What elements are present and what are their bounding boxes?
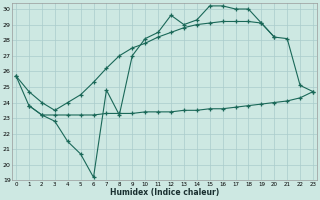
X-axis label: Humidex (Indice chaleur): Humidex (Indice chaleur)	[110, 188, 219, 197]
